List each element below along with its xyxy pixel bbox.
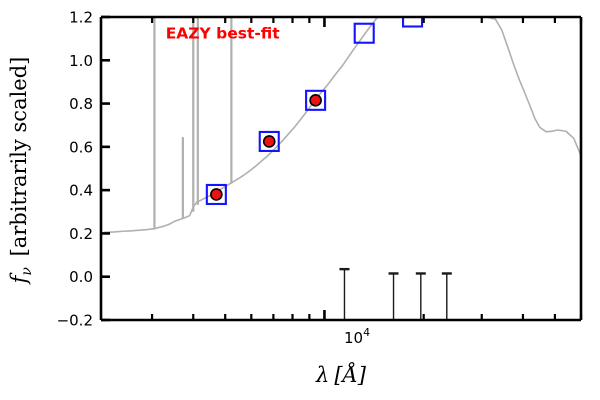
- model-photometry-square: [305, 89, 327, 111]
- best-fit-annotation: EAZY best-fit: [166, 25, 281, 43]
- model-photometry-square: [205, 183, 227, 206]
- x-tick-label-major: 104: [344, 326, 370, 347]
- plot-area: [103, 17, 581, 320]
- observed-photometry-point: [210, 188, 223, 201]
- observed-photometry-point: [262, 135, 276, 148]
- y-tick-label: 0.2: [69, 225, 93, 243]
- model-photometry-square: [353, 22, 375, 44]
- y-axis-tick-labels: −0.2 0.0 0.2 0.4 0.6 0.8 1.0 1.2: [57, 9, 93, 330]
- x-axis-ticks: [150, 17, 583, 320]
- y-tick-label: 0.4: [69, 182, 93, 200]
- model-photometry-square: [258, 130, 280, 152]
- model-photometry-square: [401, 17, 424, 28]
- sed-template-curve: [103, 17, 581, 234]
- y-tick-label: 0.0: [69, 268, 93, 286]
- y-tick-label: 0.6: [69, 138, 93, 156]
- observed-photometry-point: [309, 94, 322, 107]
- observed-photometry-markers: [210, 94, 322, 201]
- emission-line-spikes: [153, 17, 233, 230]
- x-tick-label-base: 10: [344, 329, 363, 347]
- x-tick-label-exponent: 4: [363, 326, 370, 339]
- y-axis-ticks: [101, 15, 110, 322]
- y-tick-label: 1.0: [69, 52, 93, 70]
- y-axis-label: fν [arbitrarily scaled]: [7, 57, 35, 286]
- x-axis-label: λ [Å]: [315, 362, 367, 387]
- y-tick-label: −0.2: [57, 312, 93, 330]
- model-photometry-markers: [205, 17, 424, 206]
- y-tick-label: 1.2: [69, 9, 93, 27]
- y-tick-label: 0.8: [69, 95, 93, 113]
- filter-bandpass-bars: [339, 267, 452, 320]
- axes-spines: [99, 15, 583, 322]
